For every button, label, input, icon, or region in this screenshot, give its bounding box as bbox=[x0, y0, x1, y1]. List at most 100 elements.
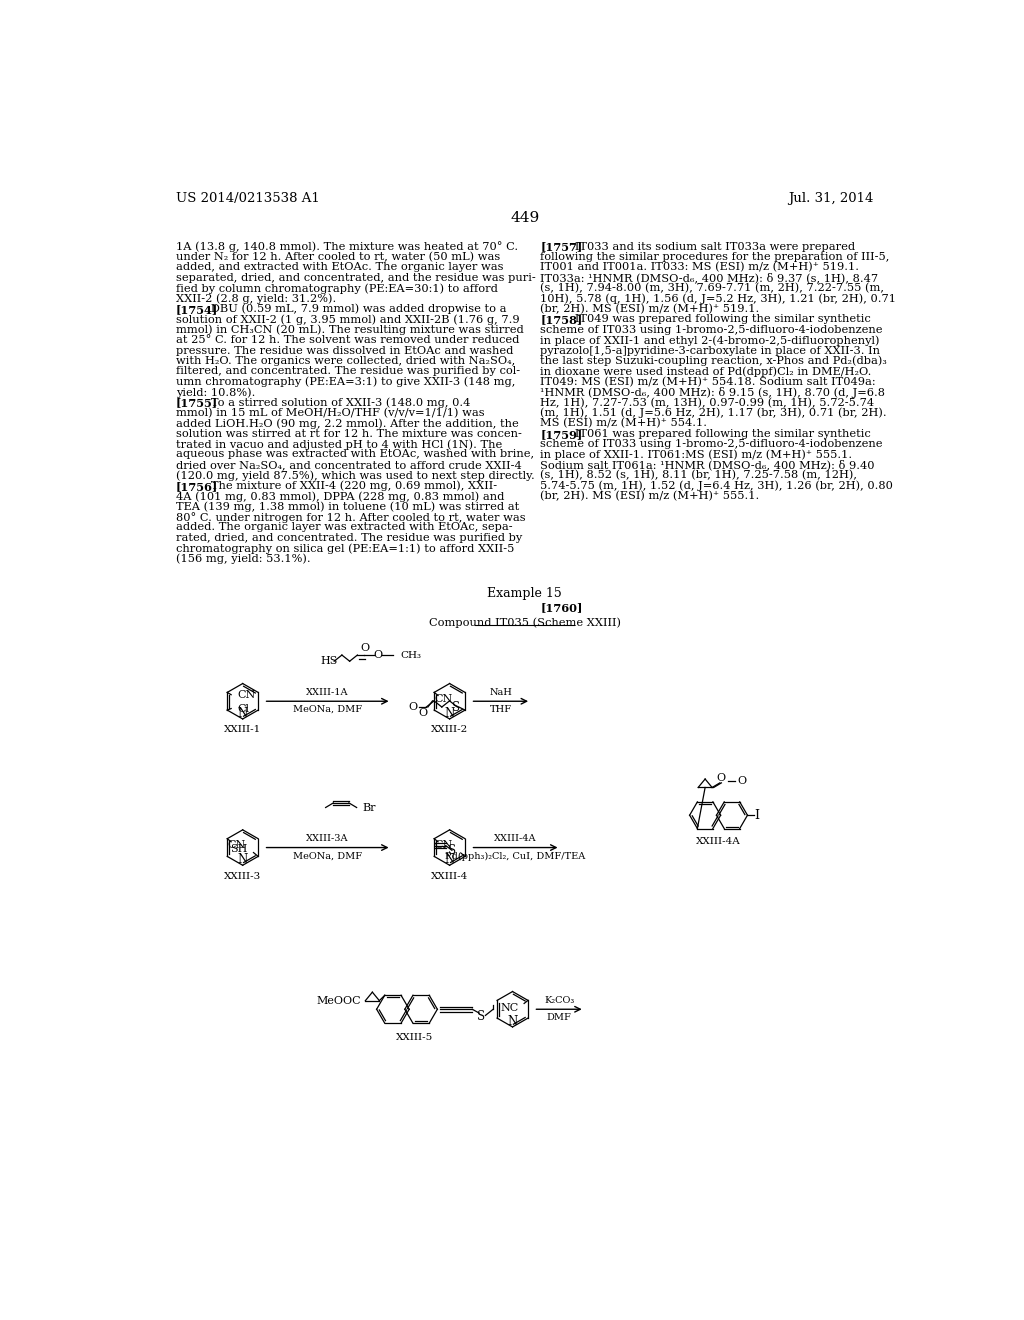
Text: CN: CN bbox=[434, 840, 453, 850]
Text: in place of XXII-1. IT061:MS (ESI) m/z (M+H)⁺ 555.1.: in place of XXII-1. IT061:MS (ESI) m/z (… bbox=[541, 449, 852, 461]
Text: 1A (13.8 g, 140.8 mmol). The mixture was heated at 70° C.: 1A (13.8 g, 140.8 mmol). The mixture was… bbox=[176, 242, 518, 252]
Text: at 25° C. for 12 h. The solvent was removed under reduced: at 25° C. for 12 h. The solvent was remo… bbox=[176, 335, 519, 345]
Text: mmol) in CH₃CN (20 mL). The resulting mixture was stirred: mmol) in CH₃CN (20 mL). The resulting mi… bbox=[176, 325, 524, 335]
Text: yield: 10.8%).: yield: 10.8%). bbox=[176, 387, 255, 397]
Text: IT049: MS (ESI) m/z (M+H)⁺ 554.18. Sodium salt IT049a:: IT049: MS (ESI) m/z (M+H)⁺ 554.18. Sodiu… bbox=[541, 376, 876, 387]
Text: trated in vacuo and adjusted pH to 4 with HCl (1N). The: trated in vacuo and adjusted pH to 4 wit… bbox=[176, 440, 503, 450]
Text: following the similar procedures for the preparation of III-5,: following the similar procedures for the… bbox=[541, 252, 890, 261]
Text: O: O bbox=[360, 643, 370, 653]
Text: Sodium salt IT061a: ¹HNMR (DMSO-d₆, 400 MHz): δ 9.40: Sodium salt IT061a: ¹HNMR (DMSO-d₆, 400 … bbox=[541, 459, 874, 471]
Text: XXIII-1A: XXIII-1A bbox=[306, 688, 349, 697]
Text: NaH: NaH bbox=[489, 688, 512, 697]
Text: XXIII-1: XXIII-1 bbox=[224, 725, 261, 734]
Text: scheme of IT033 using 1-bromo-2,5-difluoro-4-iodobenzene: scheme of IT033 using 1-bromo-2,5-difluo… bbox=[541, 440, 883, 449]
Text: solution was stirred at rt for 12 h. The mixture was concen-: solution was stirred at rt for 12 h. The… bbox=[176, 429, 522, 438]
Text: pressure. The residue was dissolved in EtOAc and washed: pressure. The residue was dissolved in E… bbox=[176, 346, 513, 355]
Text: XXIII-4A: XXIII-4A bbox=[495, 834, 537, 843]
Text: CN: CN bbox=[238, 690, 256, 700]
Text: Compound IT035 (Scheme XXIII): Compound IT035 (Scheme XXIII) bbox=[429, 618, 621, 628]
Text: (br, 2H). MS (ESI) m/z (M+H)⁺ 555.1.: (br, 2H). MS (ESI) m/z (M+H)⁺ 555.1. bbox=[541, 491, 760, 502]
Text: XXIII-4A: XXIII-4A bbox=[696, 837, 741, 846]
Text: MS (ESI) m/z (M+H)⁺ 554.1.: MS (ESI) m/z (M+H)⁺ 554.1. bbox=[541, 418, 708, 429]
Text: Example 15: Example 15 bbox=[487, 587, 562, 601]
Text: [1760]: [1760] bbox=[541, 602, 583, 612]
Text: in place of XXII-1 and ethyl 2-(4-bromo-2,5-difluorophenyl): in place of XXII-1 and ethyl 2-(4-bromo-… bbox=[541, 335, 880, 346]
Text: DBU (0.59 mL, 7.9 mmol) was added dropwise to a: DBU (0.59 mL, 7.9 mmol) was added dropwi… bbox=[200, 304, 506, 314]
Text: (156 mg, yield: 53.1%).: (156 mg, yield: 53.1%). bbox=[176, 553, 310, 564]
Text: MeONa, DMF: MeONa, DMF bbox=[293, 705, 362, 714]
Text: added LiOH.H₂O (90 mg, 2.2 mmol). After the addition, the: added LiOH.H₂O (90 mg, 2.2 mmol). After … bbox=[176, 418, 519, 429]
Text: [1755]: [1755] bbox=[176, 397, 218, 408]
Text: added. The organic layer was extracted with EtOAc, sepa-: added. The organic layer was extracted w… bbox=[176, 523, 513, 532]
Text: aqueous phase was extracted with EtOAc, washed with brine,: aqueous phase was extracted with EtOAc, … bbox=[176, 449, 535, 459]
Text: CN: CN bbox=[434, 693, 453, 704]
Text: pyrazolo[1,5-a]pyridine-3-carboxylate in place of XXII-3. In: pyrazolo[1,5-a]pyridine-3-carboxylate in… bbox=[541, 346, 881, 355]
Text: with H₂O. The organics were collected, dried with Na₂SO₄,: with H₂O. The organics were collected, d… bbox=[176, 356, 515, 366]
Text: XXIII-3A: XXIII-3A bbox=[306, 834, 349, 843]
Text: IT061 was prepared following the similar synthetic: IT061 was prepared following the similar… bbox=[564, 429, 870, 438]
Text: S: S bbox=[449, 843, 457, 857]
Text: CH₃: CH₃ bbox=[400, 651, 422, 660]
Text: THF: THF bbox=[489, 705, 512, 714]
Text: O: O bbox=[408, 702, 417, 711]
Text: (br, 2H). MS (ESI) m/z (M+H)⁺ 519.1.: (br, 2H). MS (ESI) m/z (M+H)⁺ 519.1. bbox=[541, 304, 760, 314]
Text: 80° C. under nitrogen for 12 h. After cooled to rt, water was: 80° C. under nitrogen for 12 h. After co… bbox=[176, 512, 525, 523]
Text: (m, 1H), 1.51 (d, J=5.6 Hz, 2H), 1.17 (br, 3H), 0.71 (br, 2H).: (m, 1H), 1.51 (d, J=5.6 Hz, 2H), 1.17 (b… bbox=[541, 408, 887, 418]
Text: Pd(pph₃)₂Cl₂, CuI, DMF/TEA: Pd(pph₃)₂Cl₂, CuI, DMF/TEA bbox=[445, 851, 586, 861]
Text: separated, dried, and concentrated, and the residue was puri-: separated, dried, and concentrated, and … bbox=[176, 273, 536, 282]
Text: filtered, and concentrated. The residue was purified by col-: filtered, and concentrated. The residue … bbox=[176, 367, 520, 376]
Text: added, and extracted with EtOAc. The organic layer was: added, and extracted with EtOAc. The org… bbox=[176, 263, 504, 272]
Text: mmol) in 15 mL of MeOH/H₂O/THF (v/v/v=1/1/1) was: mmol) in 15 mL of MeOH/H₂O/THF (v/v/v=1/… bbox=[176, 408, 484, 418]
Text: scheme of IT033 using 1-bromo-2,5-difluoro-4-iodobenzene: scheme of IT033 using 1-bromo-2,5-difluo… bbox=[541, 325, 883, 335]
Text: [1758]: [1758] bbox=[541, 314, 583, 325]
Text: Hz, 1H), 7.27-7.53 (m, 13H), 0.97-0.99 (m, 1H), 5.72-5.74: Hz, 1H), 7.27-7.53 (m, 13H), 0.97-0.99 (… bbox=[541, 397, 874, 408]
Text: chromatography on silica gel (PE:EA=1:1) to afford XXII-5: chromatography on silica gel (PE:EA=1:1)… bbox=[176, 543, 514, 553]
Text: the last step Suzuki-coupling reaction, x-Phos and Pd₂(dba)₃: the last step Suzuki-coupling reaction, … bbox=[541, 356, 887, 367]
Text: dried over Na₂SO₄, and concentrated to afford crude XXII-4: dried over Na₂SO₄, and concentrated to a… bbox=[176, 459, 522, 470]
Text: IT001 and IT001a. IT033: MS (ESI) m/z (M+H)⁺ 519.1.: IT001 and IT001a. IT033: MS (ESI) m/z (M… bbox=[541, 263, 859, 273]
Text: [1757]: [1757] bbox=[541, 242, 583, 252]
Text: XXIII-5: XXIII-5 bbox=[396, 1034, 433, 1043]
Text: N: N bbox=[238, 708, 248, 721]
Text: 4A (101 mg, 0.83 mmol), DPPA (228 mg, 0.83 mmol) and: 4A (101 mg, 0.83 mmol), DPPA (228 mg, 0.… bbox=[176, 491, 505, 502]
Text: CN: CN bbox=[227, 840, 246, 850]
Text: N: N bbox=[238, 853, 248, 866]
Text: K₂CO₃: K₂CO₃ bbox=[544, 995, 574, 1005]
Text: To a stirred solution of XXII-3 (148.0 mg, 0.4: To a stirred solution of XXII-3 (148.0 m… bbox=[200, 397, 470, 408]
Text: XXIII-4: XXIII-4 bbox=[431, 871, 468, 880]
Text: in dioxane were used instead of Pd(dppf)Cl₂ in DME/H₂O.: in dioxane were used instead of Pd(dppf)… bbox=[541, 367, 871, 378]
Text: US 2014/0213538 A1: US 2014/0213538 A1 bbox=[176, 193, 319, 206]
Text: O: O bbox=[737, 776, 746, 787]
Text: N: N bbox=[508, 1015, 518, 1028]
Text: 449: 449 bbox=[510, 211, 540, 224]
Text: XXII-2 (2.8 g, yield: 31.2%).: XXII-2 (2.8 g, yield: 31.2%). bbox=[176, 293, 336, 304]
Text: 5.74-5.75 (m, 1H), 1.52 (d, J=6.4 Hz, 3H), 1.26 (br, 2H), 0.80: 5.74-5.75 (m, 1H), 1.52 (d, J=6.4 Hz, 3H… bbox=[541, 480, 893, 491]
Text: (s, 1H), 7.94-8.00 (m, 3H), 7.69-7.71 (m, 2H), 7.22-7.55 (m,: (s, 1H), 7.94-8.00 (m, 3H), 7.69-7.71 (m… bbox=[541, 284, 885, 293]
Text: fied by column chromatography (PE:EA=30:1) to afford: fied by column chromatography (PE:EA=30:… bbox=[176, 284, 498, 294]
Text: N: N bbox=[444, 708, 455, 721]
Text: (120.0 mg, yield 87.5%), which was used to next step directly.: (120.0 mg, yield 87.5%), which was used … bbox=[176, 470, 535, 480]
Text: The mixture of XXII-4 (220 mg, 0.69 mmol), XXII-: The mixture of XXII-4 (220 mg, 0.69 mmol… bbox=[200, 480, 497, 491]
Text: [1754]: [1754] bbox=[176, 304, 218, 315]
Text: XXIII-3: XXIII-3 bbox=[224, 871, 261, 880]
Text: solution of XXII-2 (1 g, 3.95 mmol) and XXII-2B (1.76 g, 7.9: solution of XXII-2 (1 g, 3.95 mmol) and … bbox=[176, 314, 519, 325]
Text: MeOOC: MeOOC bbox=[316, 995, 360, 1006]
Text: MeONa, DMF: MeONa, DMF bbox=[293, 851, 362, 861]
Text: [1756]: [1756] bbox=[176, 480, 218, 491]
Text: [1759]: [1759] bbox=[541, 429, 583, 440]
Text: Jul. 31, 2014: Jul. 31, 2014 bbox=[788, 193, 873, 206]
Text: I: I bbox=[755, 809, 759, 822]
Text: TEA (139 mg, 1.38 mmol) in toluene (10 mL) was stirred at: TEA (139 mg, 1.38 mmol) in toluene (10 m… bbox=[176, 502, 519, 512]
Text: NC: NC bbox=[501, 1003, 519, 1012]
Text: N: N bbox=[444, 853, 455, 866]
Text: S: S bbox=[477, 1010, 485, 1023]
Text: IT049 was prepared following the similar synthetic: IT049 was prepared following the similar… bbox=[564, 314, 870, 325]
Text: Cl: Cl bbox=[238, 704, 249, 714]
Text: DMF: DMF bbox=[547, 1014, 571, 1022]
Text: O: O bbox=[419, 709, 428, 718]
Text: O: O bbox=[717, 774, 726, 783]
Text: XXIII-2: XXIII-2 bbox=[431, 725, 468, 734]
Text: rated, dried, and concentrated. The residue was purified by: rated, dried, and concentrated. The resi… bbox=[176, 533, 522, 543]
Text: IT033a: ¹HNMR (DMSO-d₆, 400 MHz): δ 9.37 (s, 1H), 8.47: IT033a: ¹HNMR (DMSO-d₆, 400 MHz): δ 9.37… bbox=[541, 273, 879, 284]
Text: umn chromatography (PE:EA=3:1) to give XXII-3 (148 mg,: umn chromatography (PE:EA=3:1) to give X… bbox=[176, 376, 515, 387]
